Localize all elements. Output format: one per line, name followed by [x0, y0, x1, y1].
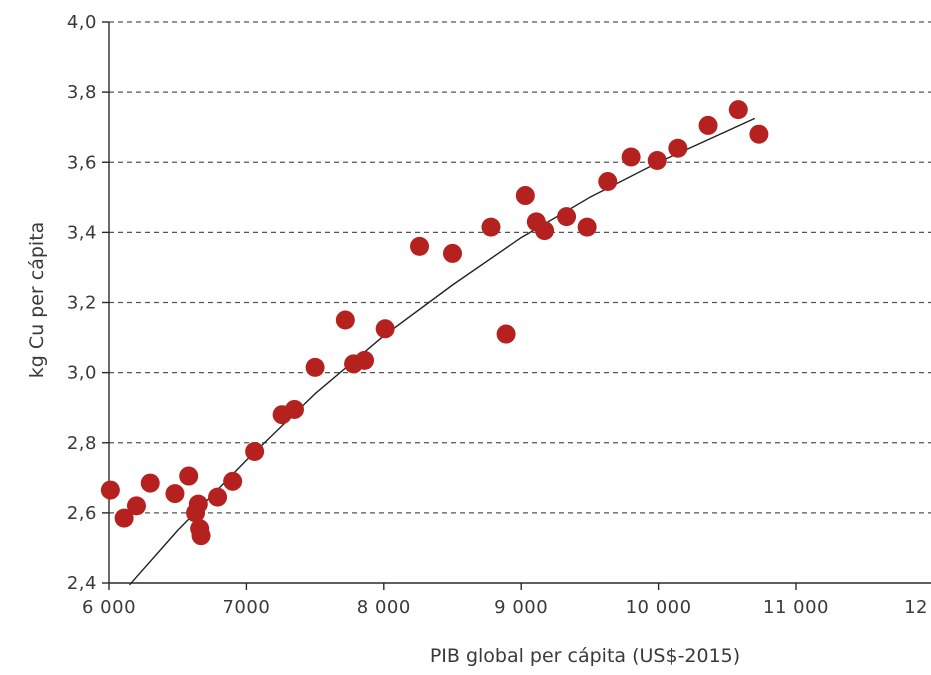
data-point — [179, 466, 199, 486]
data-point — [647, 150, 667, 170]
data-point — [100, 480, 120, 500]
data-point — [165, 484, 185, 504]
trendline — [129, 117, 756, 586]
axes — [102, 21, 931, 590]
data-point — [375, 319, 395, 339]
x-tick-label: 8 000 — [357, 597, 411, 618]
data-point — [443, 243, 462, 263]
x-tick-label: 10 000 — [626, 597, 692, 618]
y-tick-label: 4,0 — [67, 12, 97, 33]
x-tick-label: 12 — [904, 597, 928, 618]
data-point — [481, 217, 501, 237]
data-point — [668, 138, 688, 158]
data-point — [355, 350, 375, 370]
data-point — [515, 186, 535, 206]
y-tick-label: 2,4 — [67, 573, 97, 594]
data-point — [577, 217, 597, 237]
data-point — [698, 115, 718, 135]
x-tick-label: 9 000 — [494, 597, 548, 618]
y-tick-label: 3,8 — [67, 82, 97, 103]
data-point — [284, 399, 304, 419]
data-point — [191, 526, 211, 546]
y-axis-title: kg Cu per cápita — [26, 222, 48, 379]
data-point — [223, 471, 243, 491]
y-tick-label: 2,8 — [67, 433, 97, 454]
trendline-layer — [129, 117, 756, 586]
data-point — [557, 207, 577, 227]
tick-labels: 2,4 2,6 2,8 3,0 3,2 3,4 3,6 3,8 4,0 6 000 7000 8 00… — [67, 12, 928, 618]
x-tick-label: 11 000 — [763, 597, 829, 618]
x-tick-label: 7000 — [222, 597, 270, 618]
x-axis-title: PIB global per cápita (US$-2015) — [430, 645, 740, 667]
data-point — [140, 473, 160, 493]
y-tick-label: 3,6 — [67, 152, 97, 173]
y-tick-label: 3,2 — [67, 293, 97, 314]
data-point — [535, 221, 555, 241]
data-point — [410, 236, 430, 256]
data-point — [245, 442, 265, 462]
data-point — [598, 172, 618, 192]
x-tick-label: 6 000 — [82, 597, 136, 618]
data-point — [126, 496, 146, 516]
data-point — [114, 508, 134, 528]
data-point — [496, 324, 516, 344]
y-tick-label: 3,4 — [67, 222, 97, 243]
data-points — [100, 100, 769, 546]
data-point — [335, 310, 355, 330]
data-point — [728, 100, 748, 120]
y-tick-label: 3,0 — [67, 363, 97, 384]
gridlines — [109, 21, 931, 514]
data-point — [208, 487, 228, 507]
data-point — [749, 124, 769, 144]
data-point — [188, 494, 208, 514]
y-tick-label: 2,6 — [67, 503, 97, 524]
data-point — [305, 357, 325, 377]
data-point — [621, 147, 641, 167]
